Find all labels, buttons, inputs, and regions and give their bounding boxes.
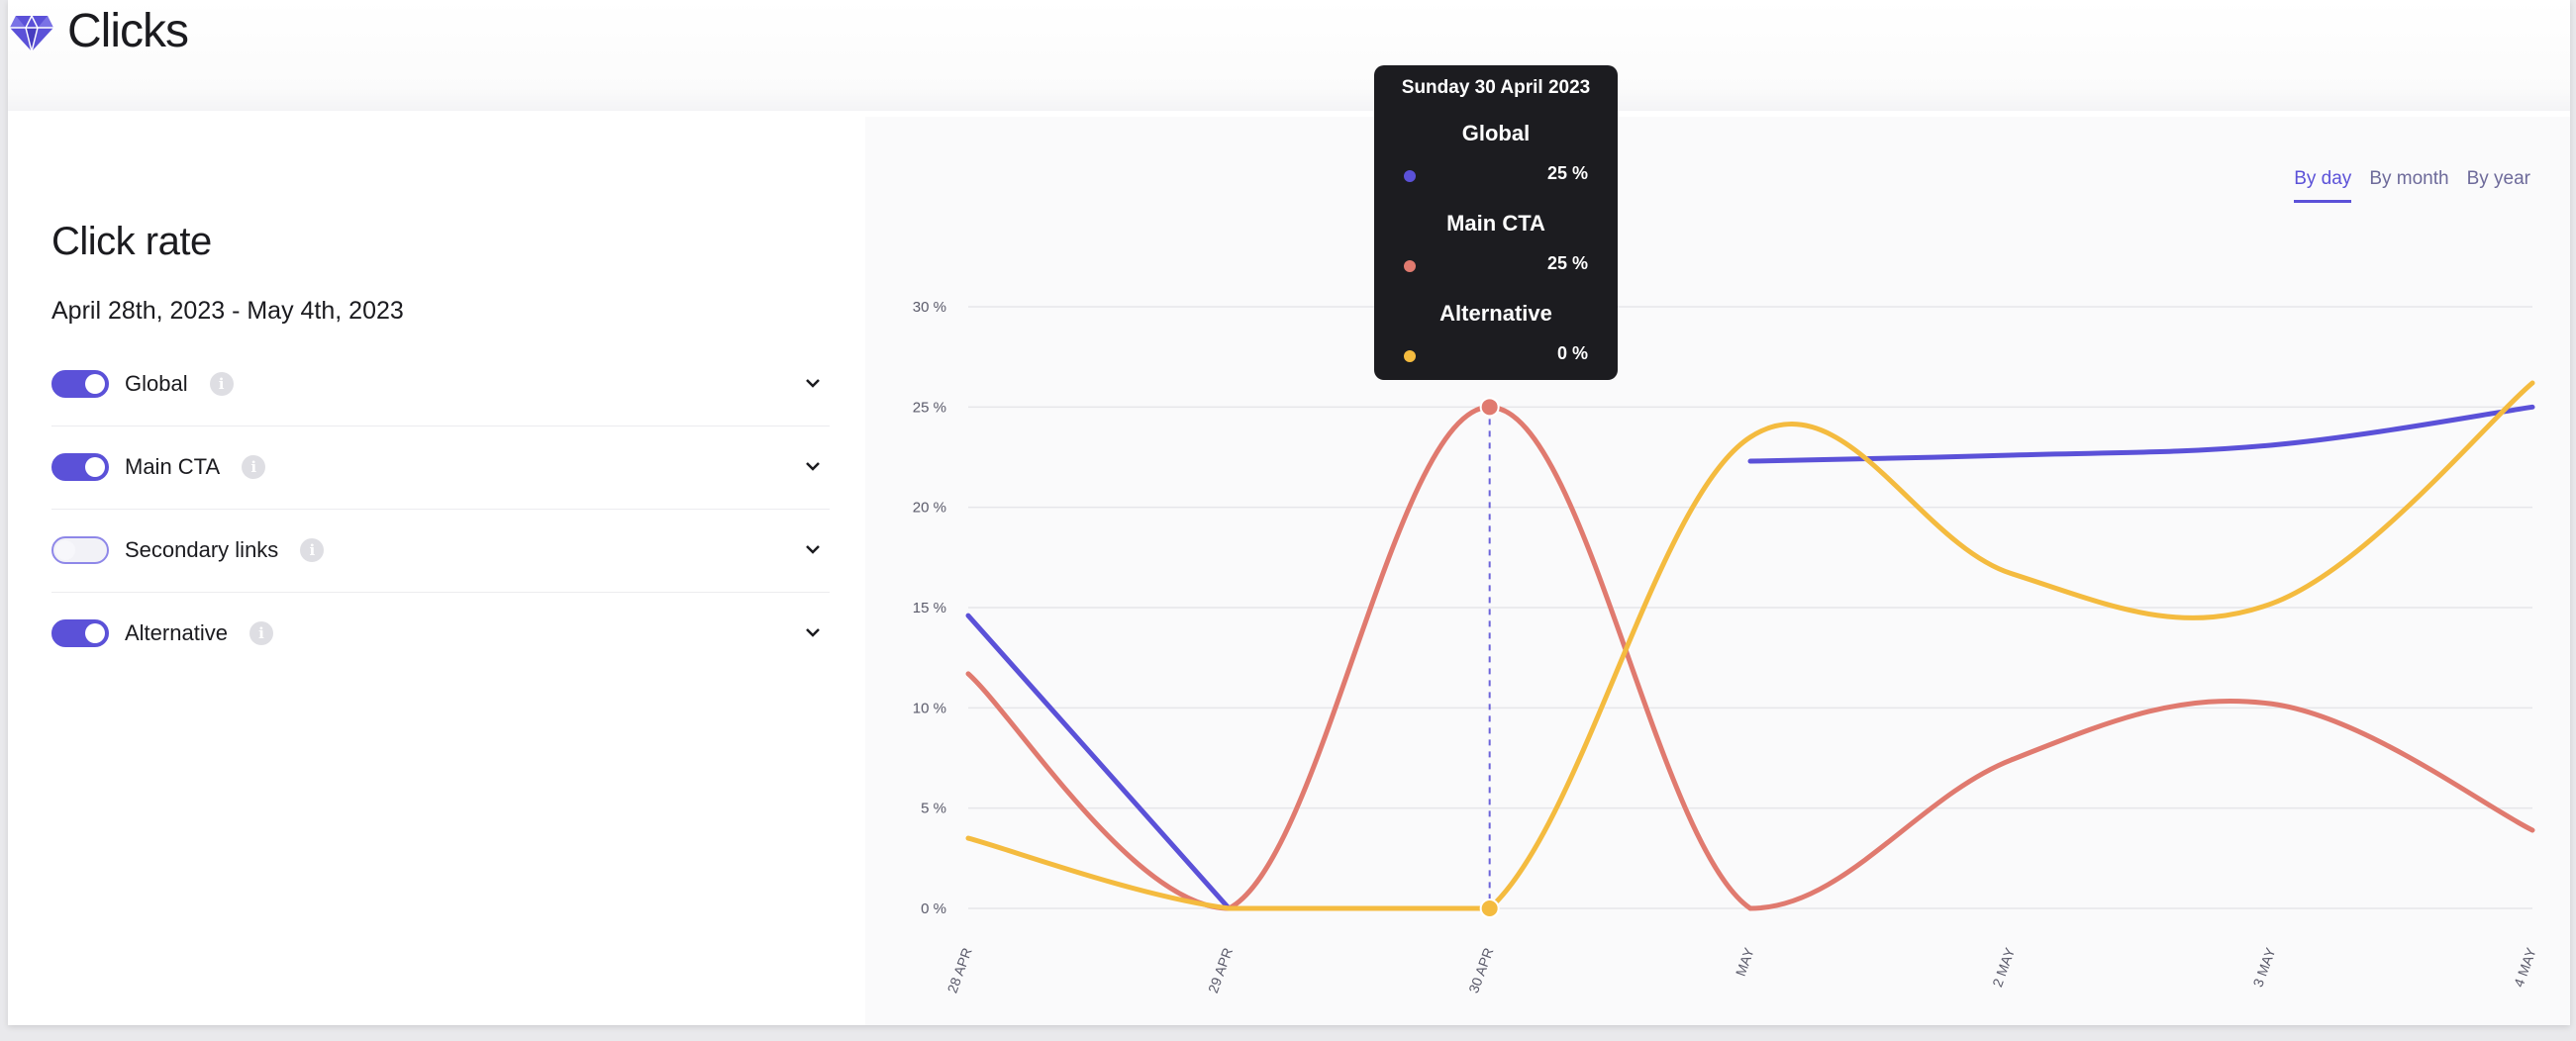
- series-line-global: [965, 613, 1232, 911]
- chevron-down-icon[interactable]: [802, 538, 824, 560]
- tab-by-month[interactable]: By month: [2369, 168, 2449, 189]
- metric-label: Alternative: [125, 620, 228, 645]
- y-tick-label: 10 %: [913, 700, 946, 716]
- click-rate-chart: 0 % 5 % 10 % 15 % 20 % 25 % 30 % 28 APR 29 APR 30…: [913, 299, 2539, 995]
- y-tick-label: 5 %: [921, 801, 946, 817]
- tab-by-year[interactable]: By year: [2466, 168, 2530, 189]
- series-line-alternative: [965, 380, 2535, 911]
- y-tick-label: 15 %: [913, 600, 946, 616]
- highlight-point: [1479, 899, 1500, 918]
- chart-tooltip: Sunday 30 April 2023 Global 25 % Main CT…: [1374, 65, 1618, 380]
- y-tick-label: 0 %: [921, 900, 946, 917]
- tooltip-series-value: 25 %: [1546, 253, 1588, 273]
- metrics-panel: Click rate April 28th, 2023 - May 4th, 2…: [8, 117, 865, 1025]
- info-icon[interactable]: i: [248, 621, 273, 645]
- series-line-main-cta: [965, 404, 2535, 911]
- period-tabs: By day By month By year: [2294, 168, 2530, 203]
- metric-label: Global: [125, 371, 188, 396]
- tooltip-series-name: Global: [1461, 121, 1531, 145]
- tab-by-day[interactable]: By day: [2294, 168, 2352, 203]
- section-title: Click rate: [51, 220, 212, 263]
- x-tick-label: 29 APR: [1205, 946, 1236, 995]
- x-tick-label: 2 MAY: [1989, 945, 2018, 990]
- info-icon[interactable]: i: [209, 372, 234, 396]
- info-icon[interactable]: i: [300, 538, 325, 562]
- toggle-alternative[interactable]: [51, 619, 109, 647]
- tooltip-date: Sunday 30 April 2023: [1401, 77, 1591, 98]
- toggle-global[interactable]: [51, 370, 109, 398]
- chevron-down-icon[interactable]: [802, 372, 824, 394]
- tooltip-series-name: Alternative: [1439, 301, 1552, 326]
- y-tick-label: 25 %: [913, 399, 946, 416]
- x-tick-label: 28 APR: [944, 946, 975, 995]
- top-bar: Clicks: [8, 0, 2570, 111]
- info-icon[interactable]: i: [242, 455, 266, 479]
- chevron-down-icon[interactable]: [802, 455, 824, 477]
- app-window: Clicks Click rate April 28th, 2023 - May…: [8, 0, 2570, 1025]
- y-tick-label: 30 %: [913, 299, 946, 316]
- toggle-main-cta[interactable]: [51, 453, 109, 481]
- x-tick-label: 30 APR: [1465, 946, 1496, 995]
- y-tick-label: 20 %: [913, 500, 946, 517]
- tooltip-series-name: Main CTA: [1446, 211, 1545, 236]
- series-line-global: [1747, 404, 2535, 464]
- highlight-point: [1479, 397, 1500, 418]
- metric-row-secondary-links: Secondary links i: [51, 509, 830, 593]
- x-tick-label: MAY: [1733, 945, 1757, 979]
- app-title: Clicks: [67, 5, 189, 57]
- metric-row-main-cta: Main CTA i: [51, 426, 830, 510]
- metric-row-global: Global i: [51, 342, 830, 426]
- tooltip-series-dot: [1404, 350, 1416, 362]
- logo-icon: [10, 15, 53, 52]
- x-tick-label: 3 MAY: [2249, 945, 2278, 990]
- tooltip-series-dot: [1404, 170, 1416, 182]
- tooltip-series-value: 25 %: [1546, 163, 1588, 183]
- x-tick-label: 4 MAY: [2511, 945, 2539, 990]
- date-range: April 28th, 2023 - May 4th, 2023: [51, 297, 404, 325]
- tooltip-series-dot: [1404, 260, 1416, 272]
- metric-label: Secondary links: [125, 537, 279, 562]
- tooltip-series-value: 0 %: [1556, 343, 1588, 363]
- chevron-down-icon[interactable]: [802, 621, 824, 643]
- toggle-secondary-links[interactable]: [51, 536, 109, 564]
- metric-label: Main CTA: [125, 454, 221, 479]
- metric-row-alternative: Alternative i: [51, 592, 830, 675]
